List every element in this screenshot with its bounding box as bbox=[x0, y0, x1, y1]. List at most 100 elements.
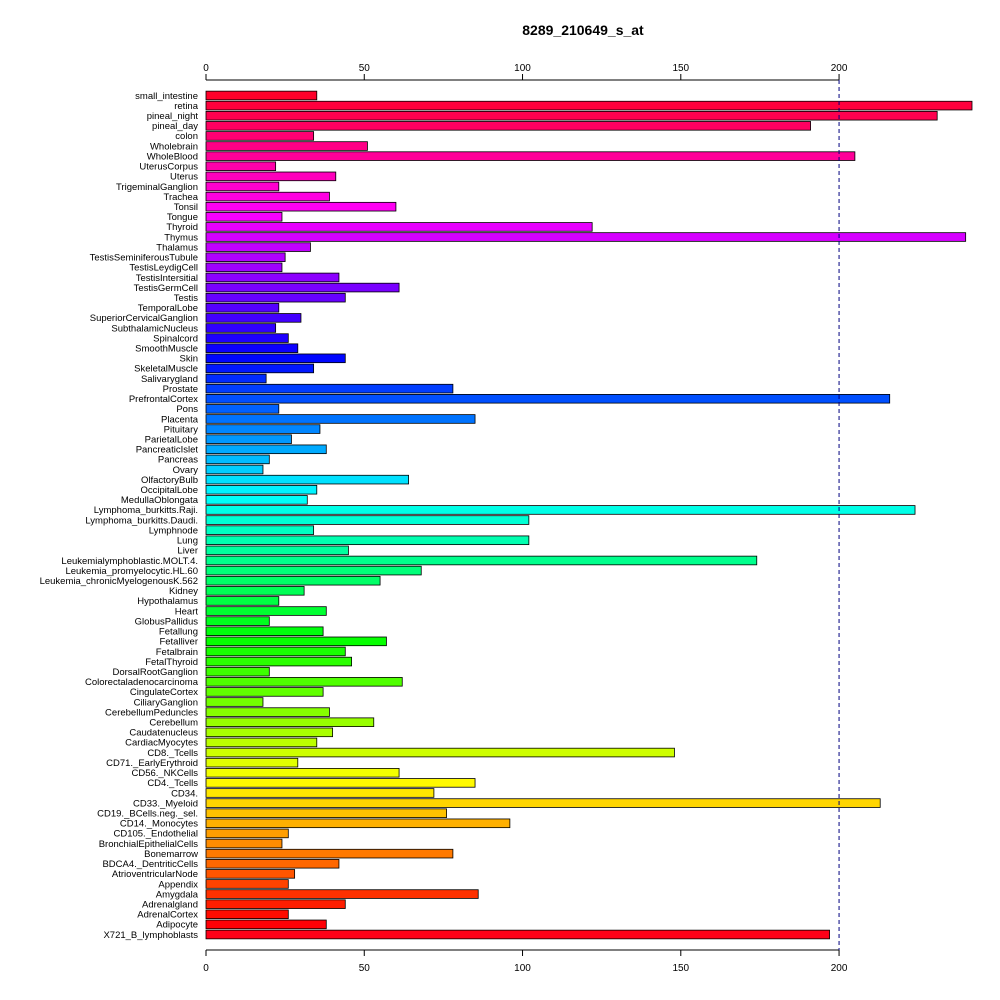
category-label-75: Bonemarrow bbox=[144, 849, 198, 860]
bar-69 bbox=[205, 788, 435, 798]
bar-46 bbox=[205, 555, 758, 566]
bar-59 bbox=[205, 687, 324, 697]
category-label-62: Cerebellum bbox=[149, 718, 198, 729]
bar-11 bbox=[205, 201, 397, 212]
category-label-44: Lung bbox=[177, 536, 198, 547]
bar-31 bbox=[205, 404, 280, 414]
bar-57 bbox=[205, 666, 270, 677]
bar-61 bbox=[205, 707, 330, 717]
bar-9 bbox=[205, 181, 280, 192]
bar-27 bbox=[205, 363, 315, 374]
bar-1 bbox=[205, 100, 973, 111]
bar-4 bbox=[205, 131, 315, 141]
category-label-12: Tongue bbox=[167, 212, 198, 223]
category-label-41: Lymphoma_burkitts.Raji. bbox=[94, 505, 198, 516]
bottom-tick-label-150: 150 bbox=[672, 963, 689, 974]
bottom-tick-label-100: 100 bbox=[514, 963, 531, 974]
category-label-66: CD71._EarlyErythroid bbox=[106, 758, 198, 769]
category-label-5: Wholebrain bbox=[150, 141, 198, 152]
category-label-76: BDCA4._DentriticCells bbox=[102, 859, 198, 870]
category-label-0: small_intestine bbox=[135, 91, 198, 102]
bar-32 bbox=[205, 414, 476, 424]
bar-50 bbox=[205, 596, 280, 606]
category-label-40: MedullaOblongata bbox=[121, 495, 199, 506]
category-label-43: Lymphnode bbox=[149, 525, 198, 536]
bar-60 bbox=[205, 697, 264, 707]
category-label-56: FetalThyroid bbox=[145, 657, 198, 668]
bar-43 bbox=[205, 525, 315, 535]
bar-49 bbox=[205, 586, 305, 596]
category-label-71: CD19._BCells.neg._sel. bbox=[97, 808, 198, 819]
bar-56 bbox=[205, 656, 353, 667]
category-label-57: DorsalRootGanglion bbox=[112, 667, 198, 678]
category-label-16: TestisSeminiferousTubule bbox=[90, 253, 198, 264]
bar-40 bbox=[205, 495, 308, 505]
bar-14 bbox=[205, 232, 967, 242]
bar-54 bbox=[205, 636, 387, 647]
bar-19 bbox=[205, 282, 400, 293]
bar-67 bbox=[205, 768, 400, 778]
bar-81 bbox=[205, 909, 289, 920]
bar-0 bbox=[205, 90, 318, 101]
category-label-60: CiliaryGanglion bbox=[134, 697, 198, 708]
bar-37 bbox=[205, 464, 264, 475]
bar-52 bbox=[205, 616, 270, 626]
category-label-6: WholeBlood bbox=[147, 151, 198, 162]
bar-18 bbox=[205, 272, 340, 283]
bar-58 bbox=[205, 677, 403, 687]
category-label-53: Fetallung bbox=[159, 627, 198, 638]
category-label-49: Kidney bbox=[169, 586, 198, 597]
bar-30 bbox=[205, 394, 891, 404]
category-label-3: pineal_day bbox=[152, 121, 198, 132]
category-label-39: OccipitalLobe bbox=[140, 485, 198, 496]
category-label-83: X721_B_lymphoblasts bbox=[103, 930, 198, 941]
bar-2 bbox=[205, 110, 938, 121]
top-x-axis: 0 50 100 150 200 bbox=[203, 63, 848, 81]
category-label-34: ParietalLobe bbox=[145, 434, 198, 445]
bar-82 bbox=[205, 919, 327, 930]
bar-53 bbox=[205, 626, 324, 636]
category-label-51: Heart bbox=[175, 606, 199, 617]
bar-62 bbox=[205, 717, 375, 727]
top-tick-label-0: 0 bbox=[203, 63, 209, 74]
bar-41 bbox=[205, 505, 916, 515]
category-label-65: CD8._Tcells bbox=[147, 748, 198, 759]
category-label-24: Spinalcord bbox=[153, 333, 198, 344]
bar-65 bbox=[205, 747, 675, 758]
bar-48 bbox=[205, 575, 381, 586]
category-label-47: Leukemia_promyelocytic.HL.60 bbox=[65, 566, 198, 577]
category-label-78: Appendix bbox=[158, 879, 198, 890]
bar-13 bbox=[205, 222, 593, 232]
category-label-1: retina bbox=[174, 101, 198, 112]
bar-23 bbox=[205, 323, 277, 333]
bar-26 bbox=[205, 353, 346, 364]
bar-20 bbox=[205, 292, 346, 303]
category-label-38: OlfactoryBulb bbox=[141, 475, 198, 486]
bar-24 bbox=[205, 333, 289, 343]
category-label-25: SmoothMuscle bbox=[135, 344, 198, 355]
top-tick-label-200: 200 bbox=[831, 63, 848, 74]
category-label-7: UterusCorpus bbox=[139, 162, 198, 173]
category-label-31: Pons bbox=[176, 404, 198, 415]
category-label-74: BronchialEpithelialCells bbox=[99, 839, 199, 850]
category-label-77: AtrioventricularNode bbox=[112, 869, 198, 880]
bar-34 bbox=[205, 434, 292, 444]
bar-77 bbox=[205, 869, 296, 879]
category-label-70: CD33._Myeloid bbox=[133, 798, 198, 809]
category-label-19: TestisGermCell bbox=[134, 283, 198, 294]
bar-71 bbox=[205, 808, 447, 818]
category-label-50: Hypothalamus bbox=[137, 596, 198, 607]
category-label-18: TestisIntersitial bbox=[136, 273, 198, 284]
bar-72 bbox=[205, 818, 511, 829]
category-label-80: Adrenalgland bbox=[142, 899, 198, 910]
bar-51 bbox=[205, 606, 327, 616]
category-label-27: SkeletalMuscle bbox=[134, 364, 198, 375]
bottom-tick-label-200: 200 bbox=[831, 963, 848, 974]
category-labels: small_intestineretinapineal_nightpineal_… bbox=[40, 91, 199, 941]
bar-15 bbox=[205, 242, 311, 252]
top-tick-label-100: 100 bbox=[514, 63, 531, 74]
category-label-82: Adipocyte bbox=[156, 920, 198, 931]
category-label-14: Thymus bbox=[164, 232, 198, 243]
category-label-23: SubthalamicNucleus bbox=[111, 323, 198, 334]
bar-74 bbox=[205, 838, 283, 849]
